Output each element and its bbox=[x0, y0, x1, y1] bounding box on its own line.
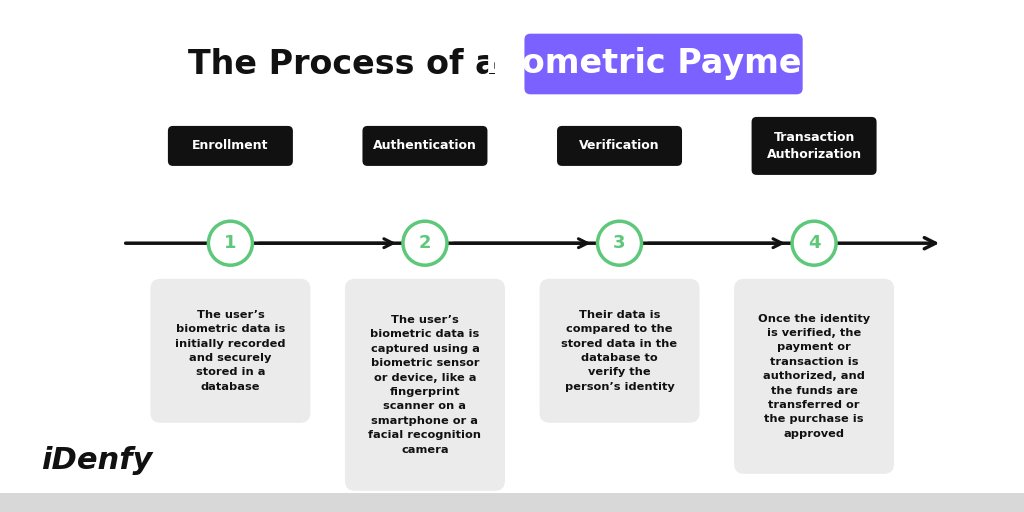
Text: Once the identity
is verified, the
payment or
transaction is
authorized, and
the: Once the identity is verified, the payme… bbox=[758, 314, 870, 439]
Text: Verification: Verification bbox=[580, 139, 659, 153]
Text: 2: 2 bbox=[419, 234, 431, 252]
Text: 4: 4 bbox=[808, 234, 820, 252]
FancyBboxPatch shape bbox=[168, 126, 293, 166]
Text: iDenfy: iDenfy bbox=[41, 446, 153, 475]
Circle shape bbox=[209, 221, 252, 265]
FancyBboxPatch shape bbox=[752, 117, 877, 175]
Text: Their data is
compared to the
stored data in the
database to
verify the
person’s: Their data is compared to the stored dat… bbox=[561, 310, 678, 392]
FancyBboxPatch shape bbox=[524, 34, 803, 94]
FancyBboxPatch shape bbox=[734, 279, 894, 474]
Bar bbox=[0, 493, 1024, 512]
Text: Enrollment: Enrollment bbox=[193, 139, 268, 153]
Text: Transaction
Authorization: Transaction Authorization bbox=[767, 131, 861, 161]
Text: The user’s
biometric data is
initially recorded
and securely
stored in a
databas: The user’s biometric data is initially r… bbox=[175, 310, 286, 392]
FancyBboxPatch shape bbox=[362, 126, 487, 166]
Text: The user’s
biometric data is
captured using a
biometric sensor
or device, like a: The user’s biometric data is captured us… bbox=[369, 315, 481, 455]
Text: Biometric Payment: Biometric Payment bbox=[485, 48, 842, 80]
FancyBboxPatch shape bbox=[540, 279, 699, 423]
Text: Authentication: Authentication bbox=[373, 139, 477, 153]
Text: The Process of a: The Process of a bbox=[187, 48, 509, 80]
Circle shape bbox=[793, 221, 836, 265]
Text: 3: 3 bbox=[613, 234, 626, 252]
Circle shape bbox=[598, 221, 641, 265]
Text: 1: 1 bbox=[224, 234, 237, 252]
Circle shape bbox=[403, 221, 446, 265]
FancyBboxPatch shape bbox=[345, 279, 505, 491]
FancyBboxPatch shape bbox=[557, 126, 682, 166]
FancyBboxPatch shape bbox=[151, 279, 310, 423]
